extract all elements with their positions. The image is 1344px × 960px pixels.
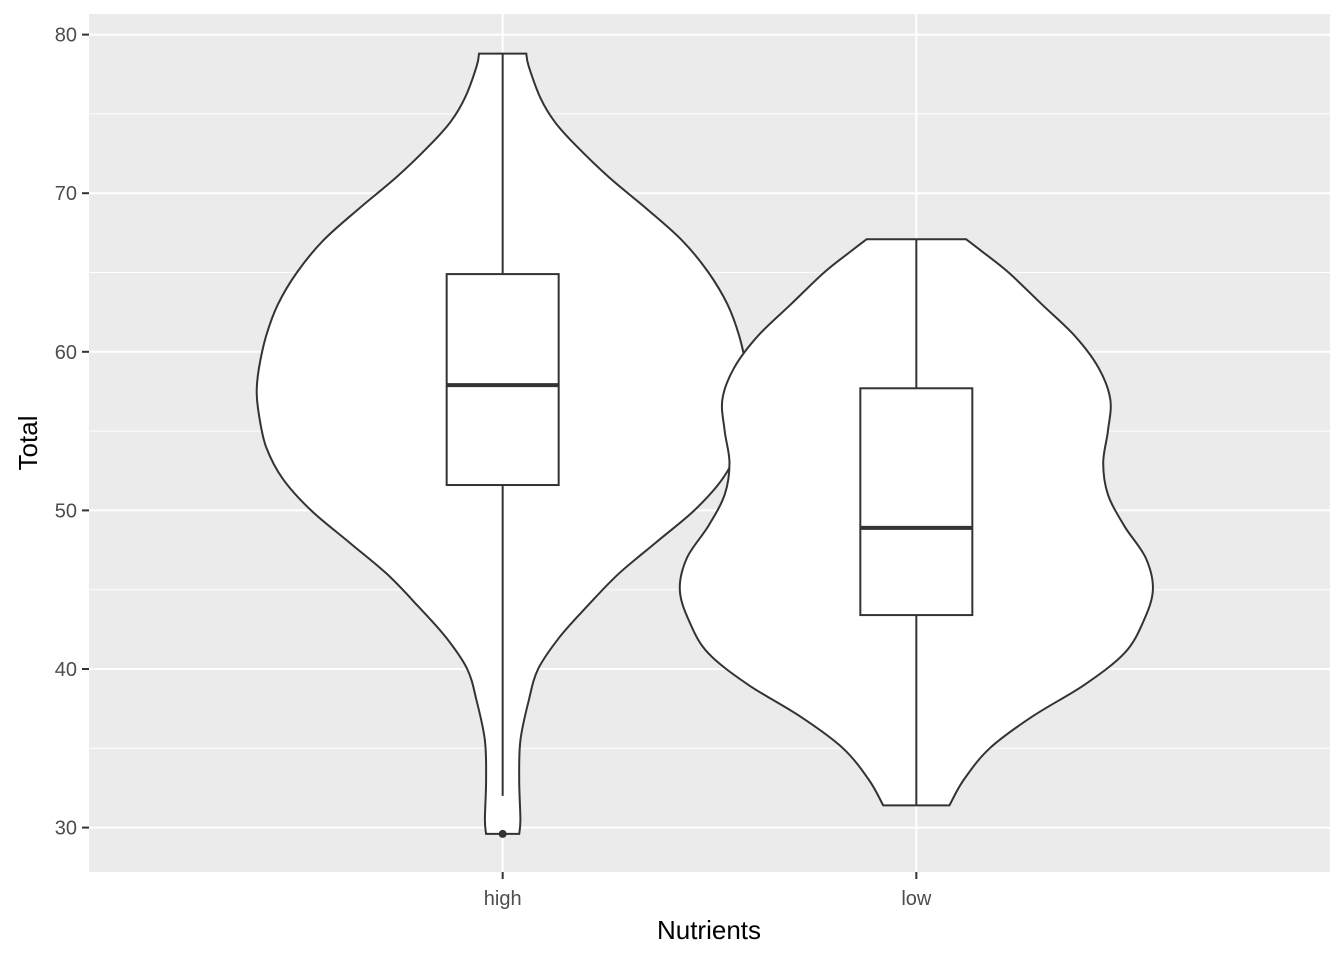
y-axis: 30 40 50 60 70 80: [55, 25, 89, 840]
y-axis-title: Total: [13, 416, 43, 471]
x-axis-title: Nutrients: [657, 915, 761, 945]
y-tick-label: 30: [55, 818, 77, 840]
y-tick-label: 40: [55, 659, 77, 681]
x-tick-label: high: [484, 888, 522, 910]
y-tick-label: 60: [55, 342, 77, 364]
y-tick-label: 50: [55, 500, 77, 522]
box-high: [445, 273, 560, 487]
x-tick-label: low: [901, 888, 932, 910]
x-axis: high low: [484, 872, 932, 910]
y-tick-label: 80: [55, 25, 77, 47]
box-low: [859, 387, 974, 617]
outlier-point: [498, 829, 507, 838]
boxplots: [445, 53, 974, 838]
y-tick-label: 70: [55, 183, 77, 205]
